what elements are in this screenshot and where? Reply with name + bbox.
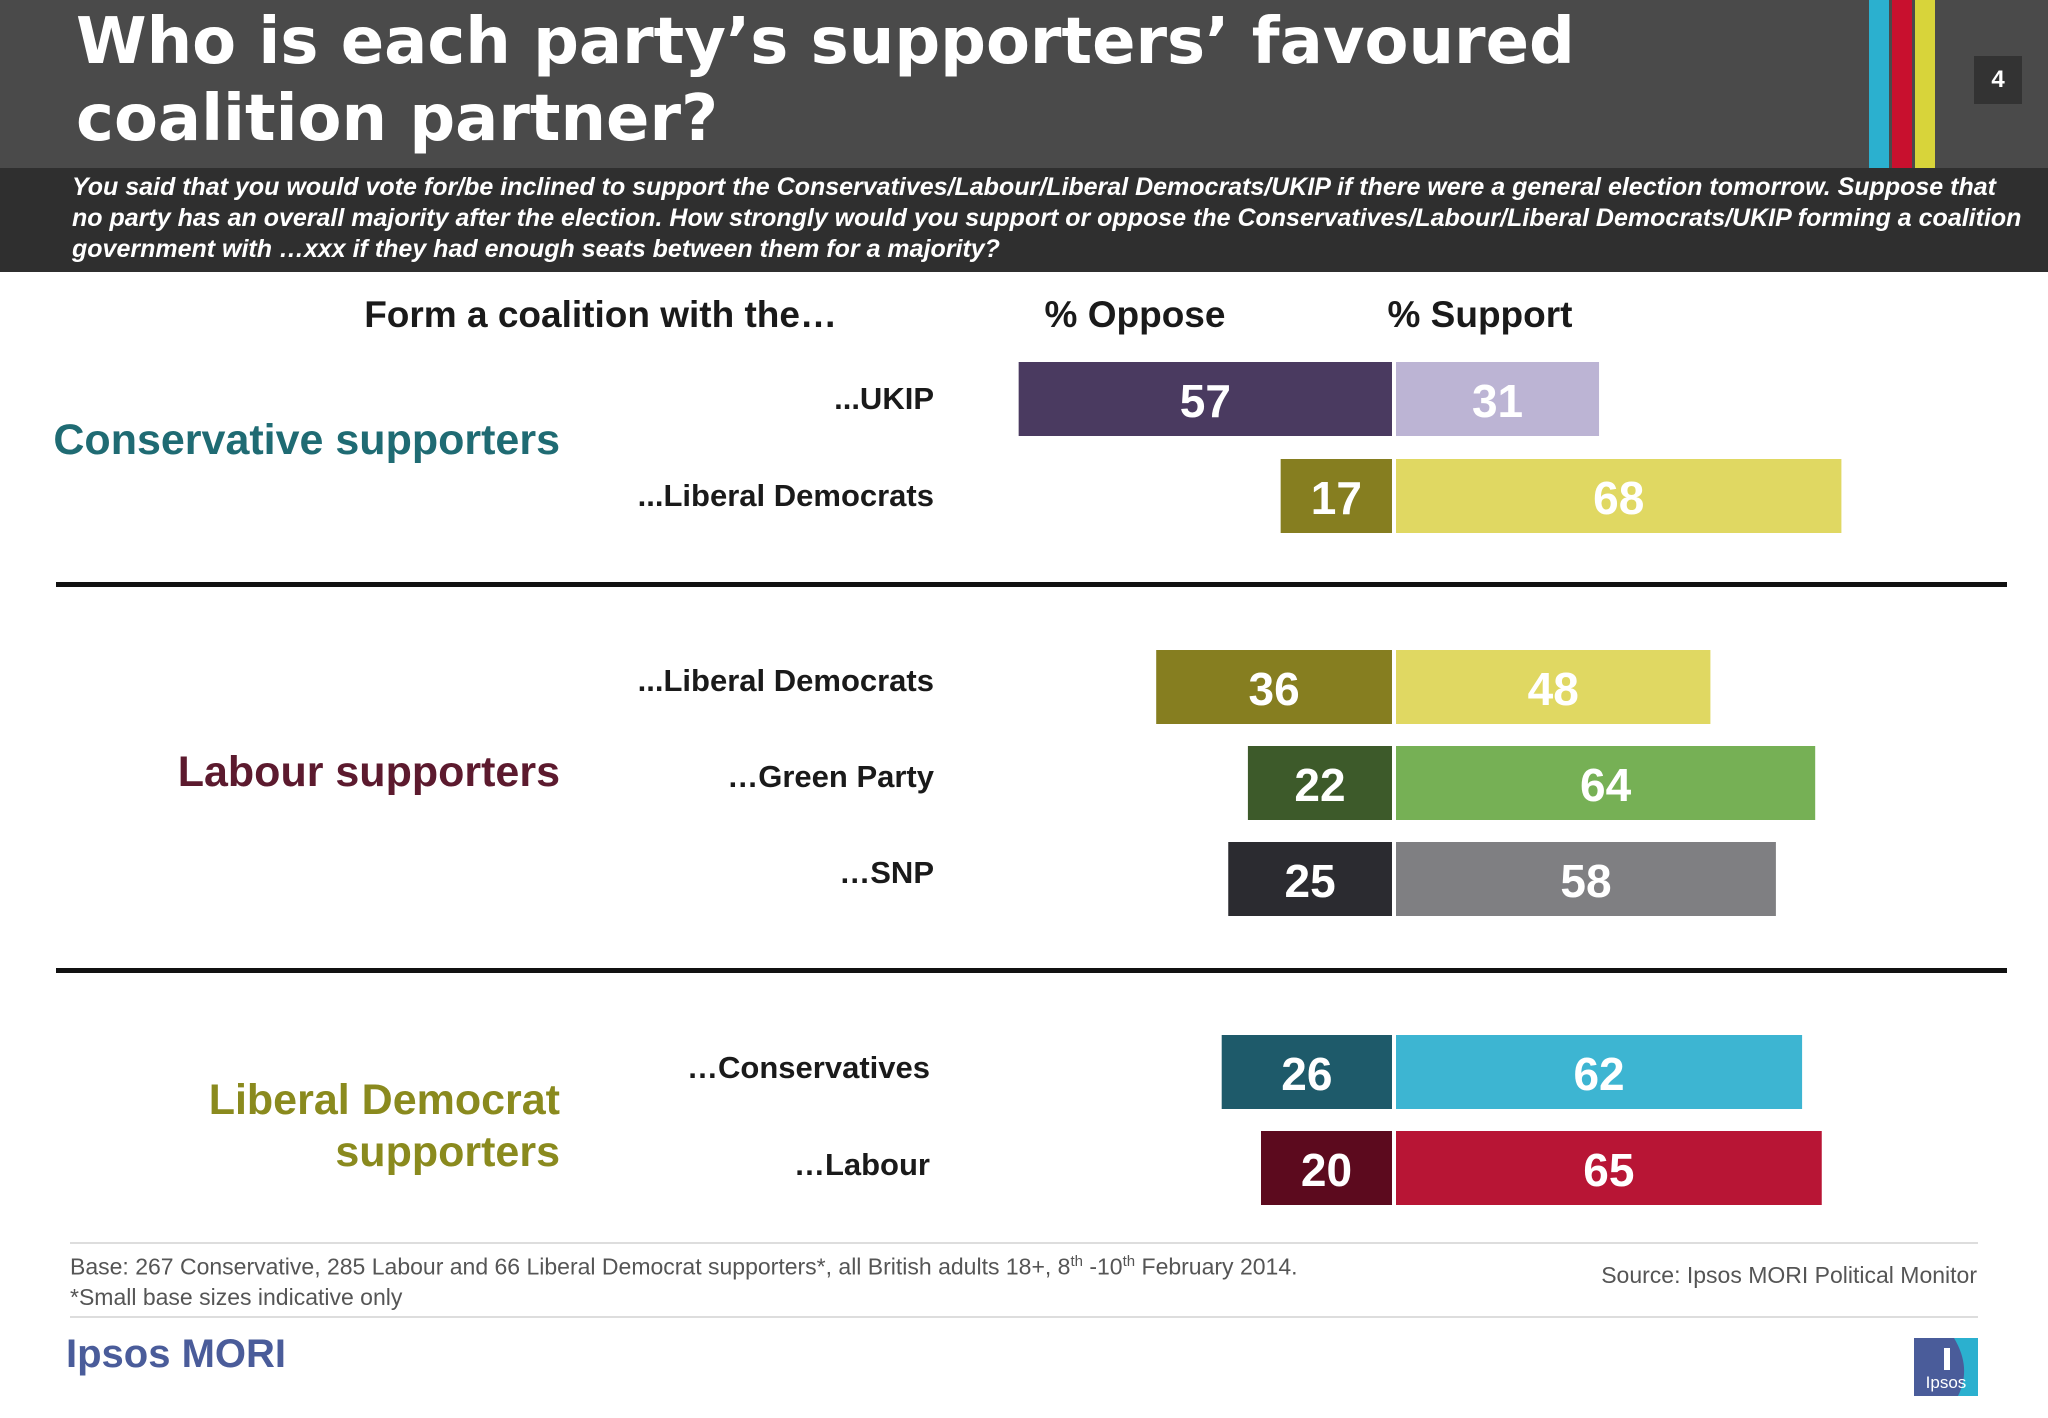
oppose-bar bbox=[1221, 1035, 1392, 1109]
oppose-value-label: 36 bbox=[1249, 663, 1300, 715]
oppose-bar bbox=[1261, 1131, 1392, 1205]
row-label-ld-conservatives: …Conservatives bbox=[687, 1050, 930, 1085]
brand-stripe-yellow bbox=[1915, 0, 1935, 168]
group-label-labour: Labour supporters bbox=[177, 748, 560, 796]
row-label-ld-labour: …Labour bbox=[793, 1147, 930, 1182]
group-label-libdem: Liberal Democrat supporters bbox=[40, 1074, 560, 1178]
base-text-1: Base: 267 Conservative, 285 Labour and 6… bbox=[70, 1253, 1071, 1280]
footer-rule-top bbox=[70, 1242, 1978, 1244]
support-bar bbox=[1396, 842, 1776, 916]
row-label-lab-snp: …SNP bbox=[839, 855, 934, 890]
support-bar bbox=[1396, 746, 1816, 820]
row-label-lab-green: …Green Party bbox=[727, 759, 934, 794]
support-bar bbox=[1396, 459, 1842, 533]
oppose-value-label: 22 bbox=[1294, 759, 1345, 811]
ipsos-mori-logo: Ipsos MORI bbox=[66, 1332, 287, 1376]
page-number: 4 bbox=[1974, 56, 2022, 104]
brand-stripes bbox=[1869, 0, 1935, 168]
header-band: Who is each party’s supporters’ favoured… bbox=[0, 0, 2048, 168]
oppose-value-label: 20 bbox=[1301, 1144, 1352, 1196]
oppose-value-label: 57 bbox=[1180, 375, 1231, 427]
group-label-conservative: Conservative supporters bbox=[53, 416, 560, 464]
brand-stripe-red bbox=[1892, 0, 1912, 168]
base-sup-2: th bbox=[1122, 1253, 1136, 1270]
support-value-label: 64 bbox=[1580, 759, 1632, 811]
row-label-con-ukip: ...UKIP bbox=[834, 381, 934, 416]
oppose-bar bbox=[1247, 746, 1392, 820]
support-value-label: 48 bbox=[1528, 663, 1579, 715]
oppose-bar bbox=[1228, 842, 1392, 916]
oppose-bar bbox=[1156, 650, 1392, 724]
group-label-libdem-line1: Liberal Democrat bbox=[208, 1076, 560, 1124]
support-value-label: 68 bbox=[1593, 472, 1644, 524]
oppose-value-label: 17 bbox=[1311, 472, 1362, 524]
footer-rule-bottom bbox=[70, 1316, 1978, 1318]
page-title: Who is each party’s supporters’ favoured… bbox=[76, 5, 1575, 156]
ipsos-badge-label: Ipsos bbox=[1926, 1373, 1967, 1392]
row-label-con-libdem: ...Liberal Democrats bbox=[637, 478, 934, 513]
support-value-label: 65 bbox=[1583, 1144, 1634, 1196]
small-base-note: *Small base sizes indicative only bbox=[70, 1284, 403, 1310]
oppose-value-label: 25 bbox=[1285, 855, 1336, 907]
support-bar bbox=[1396, 1035, 1803, 1109]
row-label-lab-libdem: ...Liberal Democrats bbox=[637, 663, 934, 698]
question-band: You said that you would vote for/be incl… bbox=[0, 168, 2048, 272]
base-text-3: February 2014. bbox=[1135, 1253, 1298, 1280]
column-header-support: % Support bbox=[1387, 294, 1573, 335]
oppose-bar bbox=[1280, 459, 1392, 533]
base-sup-1: th bbox=[1070, 1253, 1083, 1270]
support-bar bbox=[1396, 650, 1711, 724]
support-value-label: 31 bbox=[1472, 375, 1523, 427]
support-value-label: 62 bbox=[1573, 1048, 1624, 1100]
support-bar bbox=[1396, 1131, 1822, 1205]
group-divider bbox=[56, 582, 2007, 587]
oppose-value-label: 26 bbox=[1281, 1048, 1332, 1100]
support-bar bbox=[1396, 362, 1600, 436]
group-divider bbox=[56, 968, 2007, 973]
source-note: Source: Ipsos MORI Political Monitor bbox=[1601, 1262, 1977, 1288]
support-value-label: 58 bbox=[1560, 855, 1611, 907]
column-header-partner: Form a coalition with the… bbox=[364, 294, 837, 335]
brand-stripe-blue bbox=[1869, 0, 1889, 168]
survey-question: You said that you would vote for/be incl… bbox=[72, 173, 2022, 263]
ipsos-badge-icon: Ipsos bbox=[1914, 1338, 1978, 1396]
column-header-oppose: % Oppose bbox=[1044, 294, 1226, 335]
base-text-2: -10 bbox=[1082, 1253, 1123, 1280]
base-note: Base: 267 Conservative, 285 Labour and 6… bbox=[70, 1247, 1298, 1282]
oppose-bar bbox=[1018, 362, 1392, 436]
group-label-libdem-line2: supporters bbox=[335, 1128, 560, 1176]
